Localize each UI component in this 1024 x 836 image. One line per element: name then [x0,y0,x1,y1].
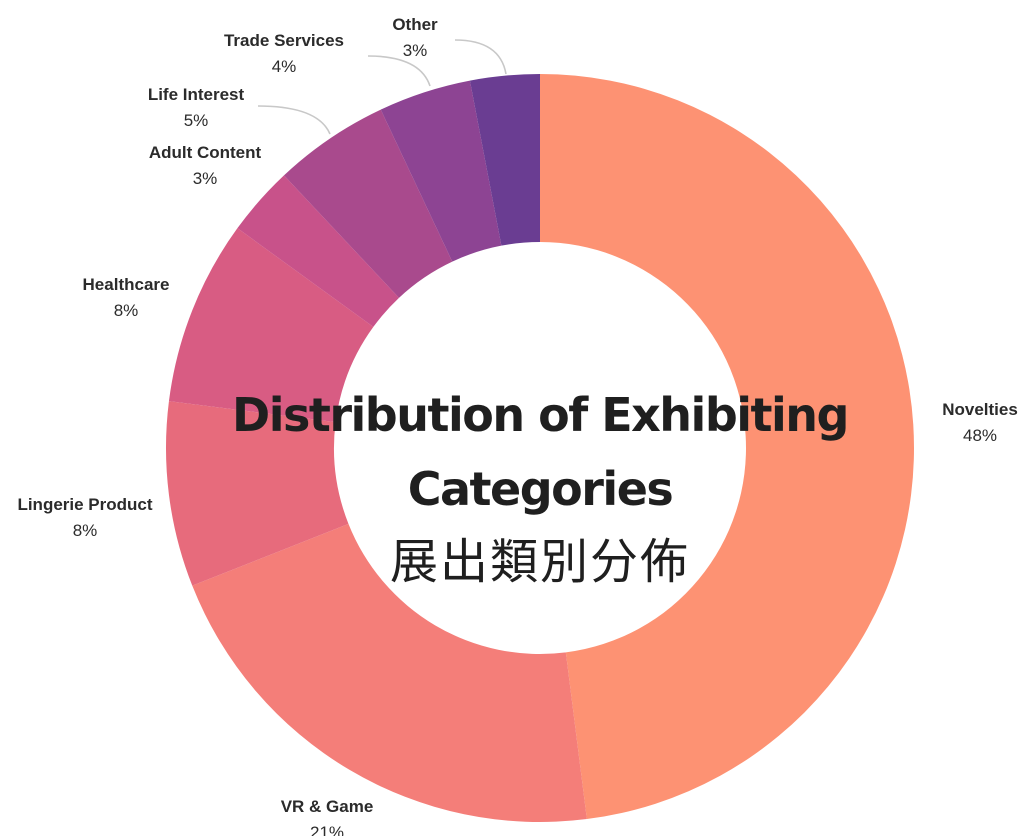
leader-line-trade-services [367,55,431,87]
slice-label-healthcare: Healthcare [83,275,170,294]
slice-label-life-interest: Life Interest [148,85,245,104]
slice-value-lingerie-product: 8% [73,521,98,540]
slice-vr-game [192,523,587,822]
chart-title-line-2: Categories [407,462,674,516]
slice-value-trade-services: 4% [272,57,297,76]
slice-label-lingerie-product: Lingerie Product [17,495,152,514]
slice-label-novelties: Novelties [942,400,1018,419]
slice-label-other: Other [392,15,438,34]
slice-label-adult-content: Adult Content [149,143,262,162]
slice-value-life-interest: 5% [184,111,209,130]
slice-value-novelties: 48% [963,426,997,445]
slice-value-vr-game: 21% [310,823,344,836]
slice-label-vr-game: VR & Game [281,797,374,816]
slice-trade-services [380,80,502,262]
slice-value-adult-content: 3% [193,169,218,188]
slice-value-other: 3% [403,41,428,60]
chart-title-chinese: 展出類別分佈 [389,534,690,590]
slice-novelties [540,74,915,820]
slice-other [469,74,540,246]
slice-life-interest [283,109,453,298]
leader-line-other [454,39,507,75]
slice-adult-content [237,175,399,327]
slice-healthcare [168,228,374,423]
chart-title-line-1: Distribution of Exhibiting [232,388,849,442]
slice-lingerie-product [166,401,349,586]
slice-label-trade-services: Trade Services [224,31,344,50]
slice-value-healthcare: 8% [114,301,139,320]
leader-line-life-interest [257,105,331,135]
